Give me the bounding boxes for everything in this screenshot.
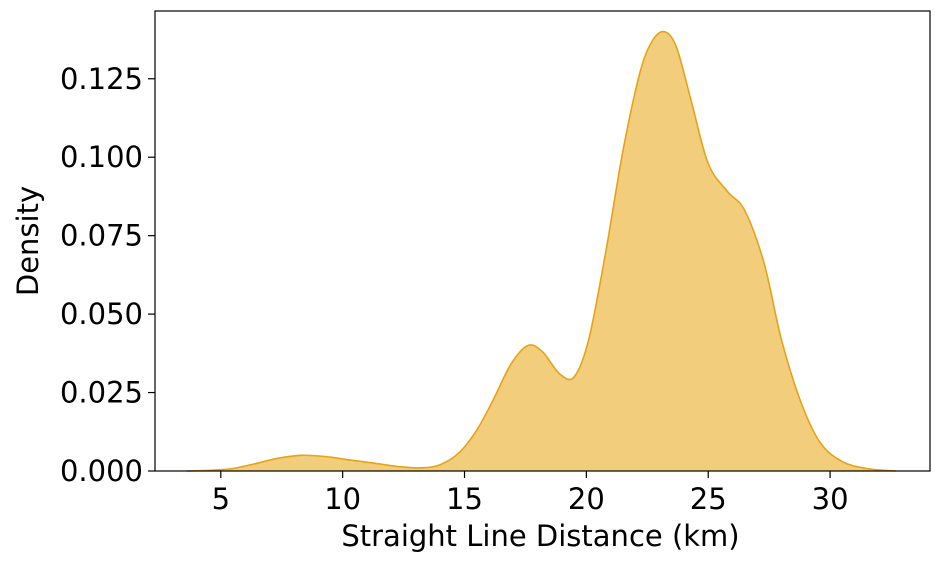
- x-tick-label: 5: [212, 482, 230, 516]
- x-tick-label: 30: [812, 482, 849, 516]
- y-tick-label: 0.050: [60, 297, 143, 331]
- plot-frame: [154, 10, 931, 472]
- y-axis-label: Density: [11, 186, 45, 296]
- x-tick-label: 15: [446, 482, 483, 516]
- y-tick-label: 0.100: [60, 140, 143, 174]
- x-axis-ticks: 5 10 15 20 25 30: [212, 471, 849, 516]
- x-tick-label: 10: [324, 482, 361, 516]
- y-tick-label: 0.125: [60, 62, 143, 96]
- x-axis-label: Straight Line Distance (km): [341, 519, 739, 553]
- y-tick-label: 0.000: [60, 454, 143, 488]
- x-tick-label: 25: [690, 482, 727, 516]
- y-tick-label: 0.025: [60, 376, 143, 410]
- y-tick-label: 0.075: [60, 219, 143, 253]
- density-line: [186, 30, 896, 472]
- y-axis-ticks: 0.000 0.025 0.050 0.075 0.100 0.125: [60, 62, 155, 488]
- density-area: [186, 31, 896, 472]
- plot-area: [186, 30, 896, 472]
- x-tick-label: 20: [568, 482, 605, 516]
